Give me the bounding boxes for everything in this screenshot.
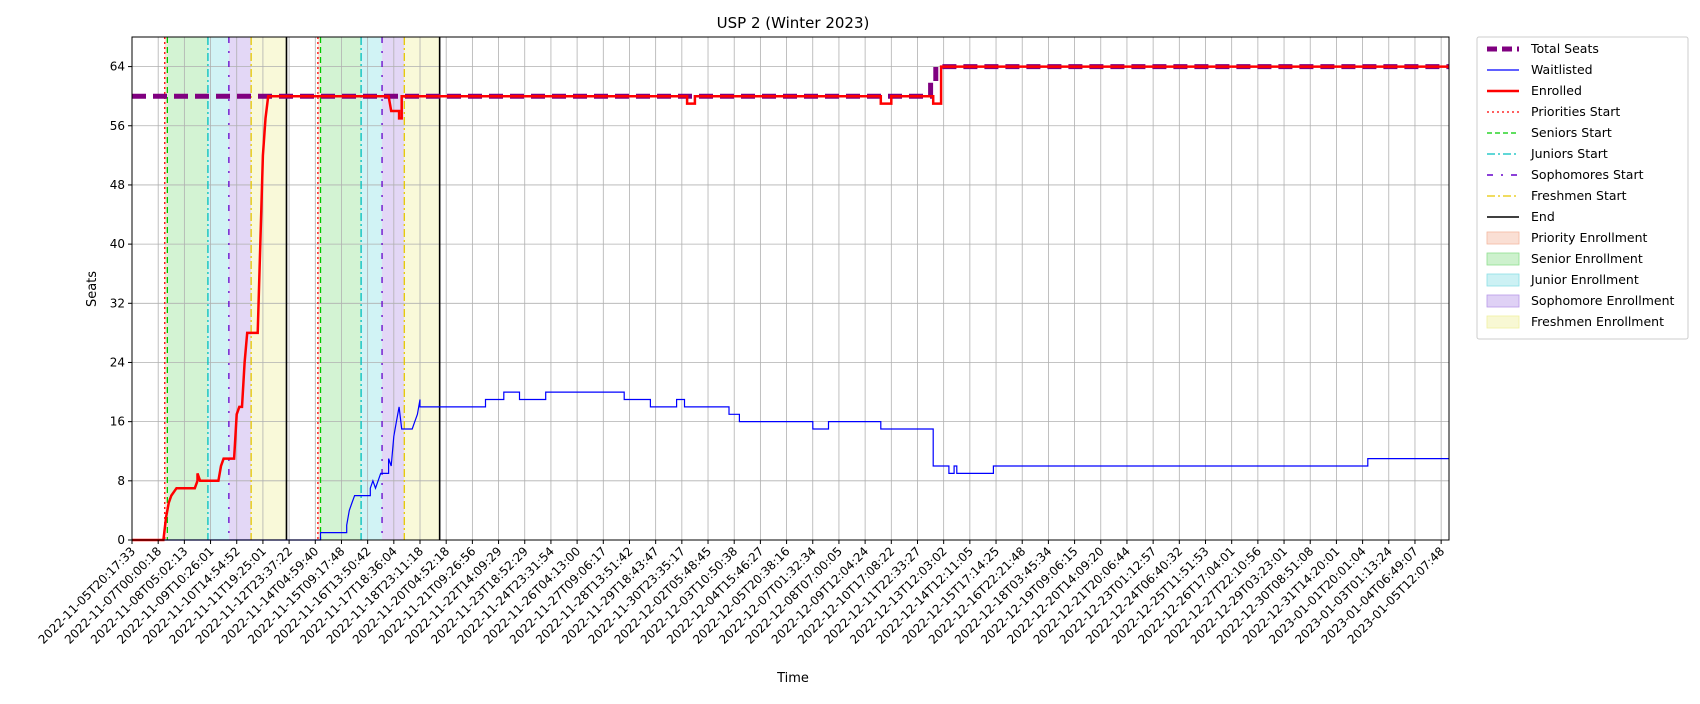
legend-label-priority-enrollment: Priority Enrollment <box>1531 230 1648 245</box>
legend-label-sophomore-enrollment: Sophomore Enrollment <box>1531 293 1675 308</box>
enrolled-line <box>132 65 1449 542</box>
y-tick-label: 0 <box>117 533 125 547</box>
axes-frame <box>131 36 1450 541</box>
waitlisted-line <box>132 391 1449 541</box>
legend-label-seniors-start: Seniors Start <box>1531 125 1612 140</box>
legend-label-sophomores-start: Sophomores Start <box>1531 167 1644 182</box>
priority-enrollment-region <box>317 37 321 540</box>
legend-swatch-sophomore-enrollment <box>1486 294 1520 308</box>
legend-swatch-freshmen-enrollment <box>1486 315 1520 329</box>
legend-label-enrolled: Enrolled <box>1531 83 1582 98</box>
legend-label-freshmen-start: Freshmen Start <box>1531 188 1627 203</box>
legend-label-priorities-start: Priorities Start <box>1531 104 1620 119</box>
junior-enrollment-region <box>361 37 383 540</box>
sophomore-enrollment-region <box>382 37 405 540</box>
y-tick-label: 24 <box>110 355 125 369</box>
legend-swatch-junior-enrollment <box>1486 273 1520 287</box>
legend-label-freshmen-enrollment: Freshmen Enrollment <box>1531 314 1664 329</box>
legend-label-waitlisted: Waitlisted <box>1531 62 1593 77</box>
senior-enrollment-region <box>320 37 362 540</box>
legend-label-senior-enrollment: Senior Enrollment <box>1531 251 1643 266</box>
y-tick-label: 16 <box>110 415 125 429</box>
priority-enrollment-region <box>164 37 168 540</box>
plot-area: 08162432404856642022-11-05T20:17:332022-… <box>36 36 1450 647</box>
y-tick-label: 32 <box>110 296 125 310</box>
legend-label-junior-enrollment: Junior Enrollment <box>1530 272 1639 287</box>
y-tick-label: 56 <box>110 119 125 133</box>
legend-box <box>1476 36 1689 340</box>
y-tick-label: 8 <box>117 474 125 488</box>
legend-label-total-seats: Total Seats <box>1530 41 1599 56</box>
x-axis-label: Time <box>776 671 809 686</box>
junior-enrollment-region <box>207 37 229 540</box>
legend-label-juniors-start: Juniors Start <box>1530 146 1608 161</box>
freshmen-enrollment-region <box>251 37 287 540</box>
freshmen-enrollment-region <box>404 37 440 540</box>
y-axis-label: Seats <box>85 271 100 307</box>
senior-enrollment-region <box>167 37 208 540</box>
legend-swatch-priority-enrollment <box>1486 231 1520 245</box>
legend-label-end: End <box>1531 209 1555 224</box>
legend: Total Seats Waitlisted Enrolled Priorities … <box>1476 36 1689 340</box>
y-tick-label: 48 <box>110 178 125 192</box>
legend-swatch-senior-enrollment <box>1486 252 1520 266</box>
y-tick-label: 64 <box>110 60 125 74</box>
chart-title: USP 2 (Winter 2023) <box>717 14 870 32</box>
y-tick-label: 40 <box>110 237 125 251</box>
sophomore-enrollment-region <box>228 37 252 540</box>
